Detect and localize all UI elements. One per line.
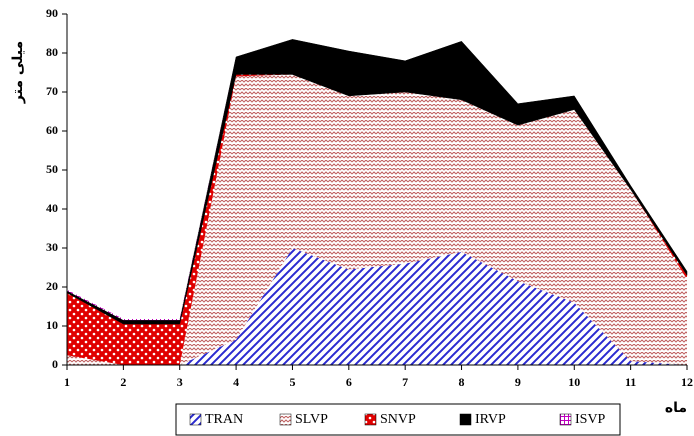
x-tick-label: 9 [515, 375, 521, 389]
y-tick-label: 50 [46, 162, 58, 176]
legend-swatch [279, 413, 292, 426]
y-axis-title: میلی متر [10, 41, 26, 104]
legend-swatch [559, 413, 572, 426]
area-slvp [67, 74, 687, 365]
legend-swatch [364, 413, 377, 426]
legend-box [175, 403, 621, 436]
y-tick-label: 40 [46, 201, 58, 215]
x-tick-label: 5 [289, 375, 295, 389]
y-tick-label: 60 [46, 123, 58, 137]
x-tick-label: 3 [177, 375, 183, 389]
x-tick-label: 1 [64, 375, 70, 389]
legend-label: TRAN [205, 412, 243, 427]
y-tick-label: 0 [52, 357, 58, 371]
x-tick-label: 11 [625, 375, 636, 389]
legend-label: IRVP [475, 412, 506, 427]
x-axis-title: ماه [665, 400, 687, 416]
x-tick-label: 4 [233, 375, 239, 389]
y-tick-label: 70 [46, 84, 58, 98]
x-tick-label: 6 [346, 375, 352, 389]
legend-swatch [459, 413, 472, 426]
legend-swatch [189, 413, 202, 426]
area-snvp [67, 74, 687, 365]
x-tick-label: 8 [459, 375, 465, 389]
legend-label: SNVP [380, 412, 416, 427]
y-tick-label: 80 [46, 45, 58, 59]
legend-label: SLVP [295, 412, 328, 427]
y-tick-label: 20 [46, 279, 58, 293]
area-tran [67, 248, 687, 365]
area-irvp [66, 39, 688, 325]
x-tick-label: 10 [568, 375, 580, 389]
legend-label: ISVP [575, 412, 606, 427]
x-tick-label: 7 [402, 375, 408, 389]
x-tick-label: 2 [120, 375, 126, 389]
y-tick-label: 30 [46, 240, 58, 254]
y-tick-label: 90 [46, 6, 58, 20]
x-tick-label: 12 [681, 375, 693, 389]
y-tick-label: 10 [46, 318, 58, 332]
